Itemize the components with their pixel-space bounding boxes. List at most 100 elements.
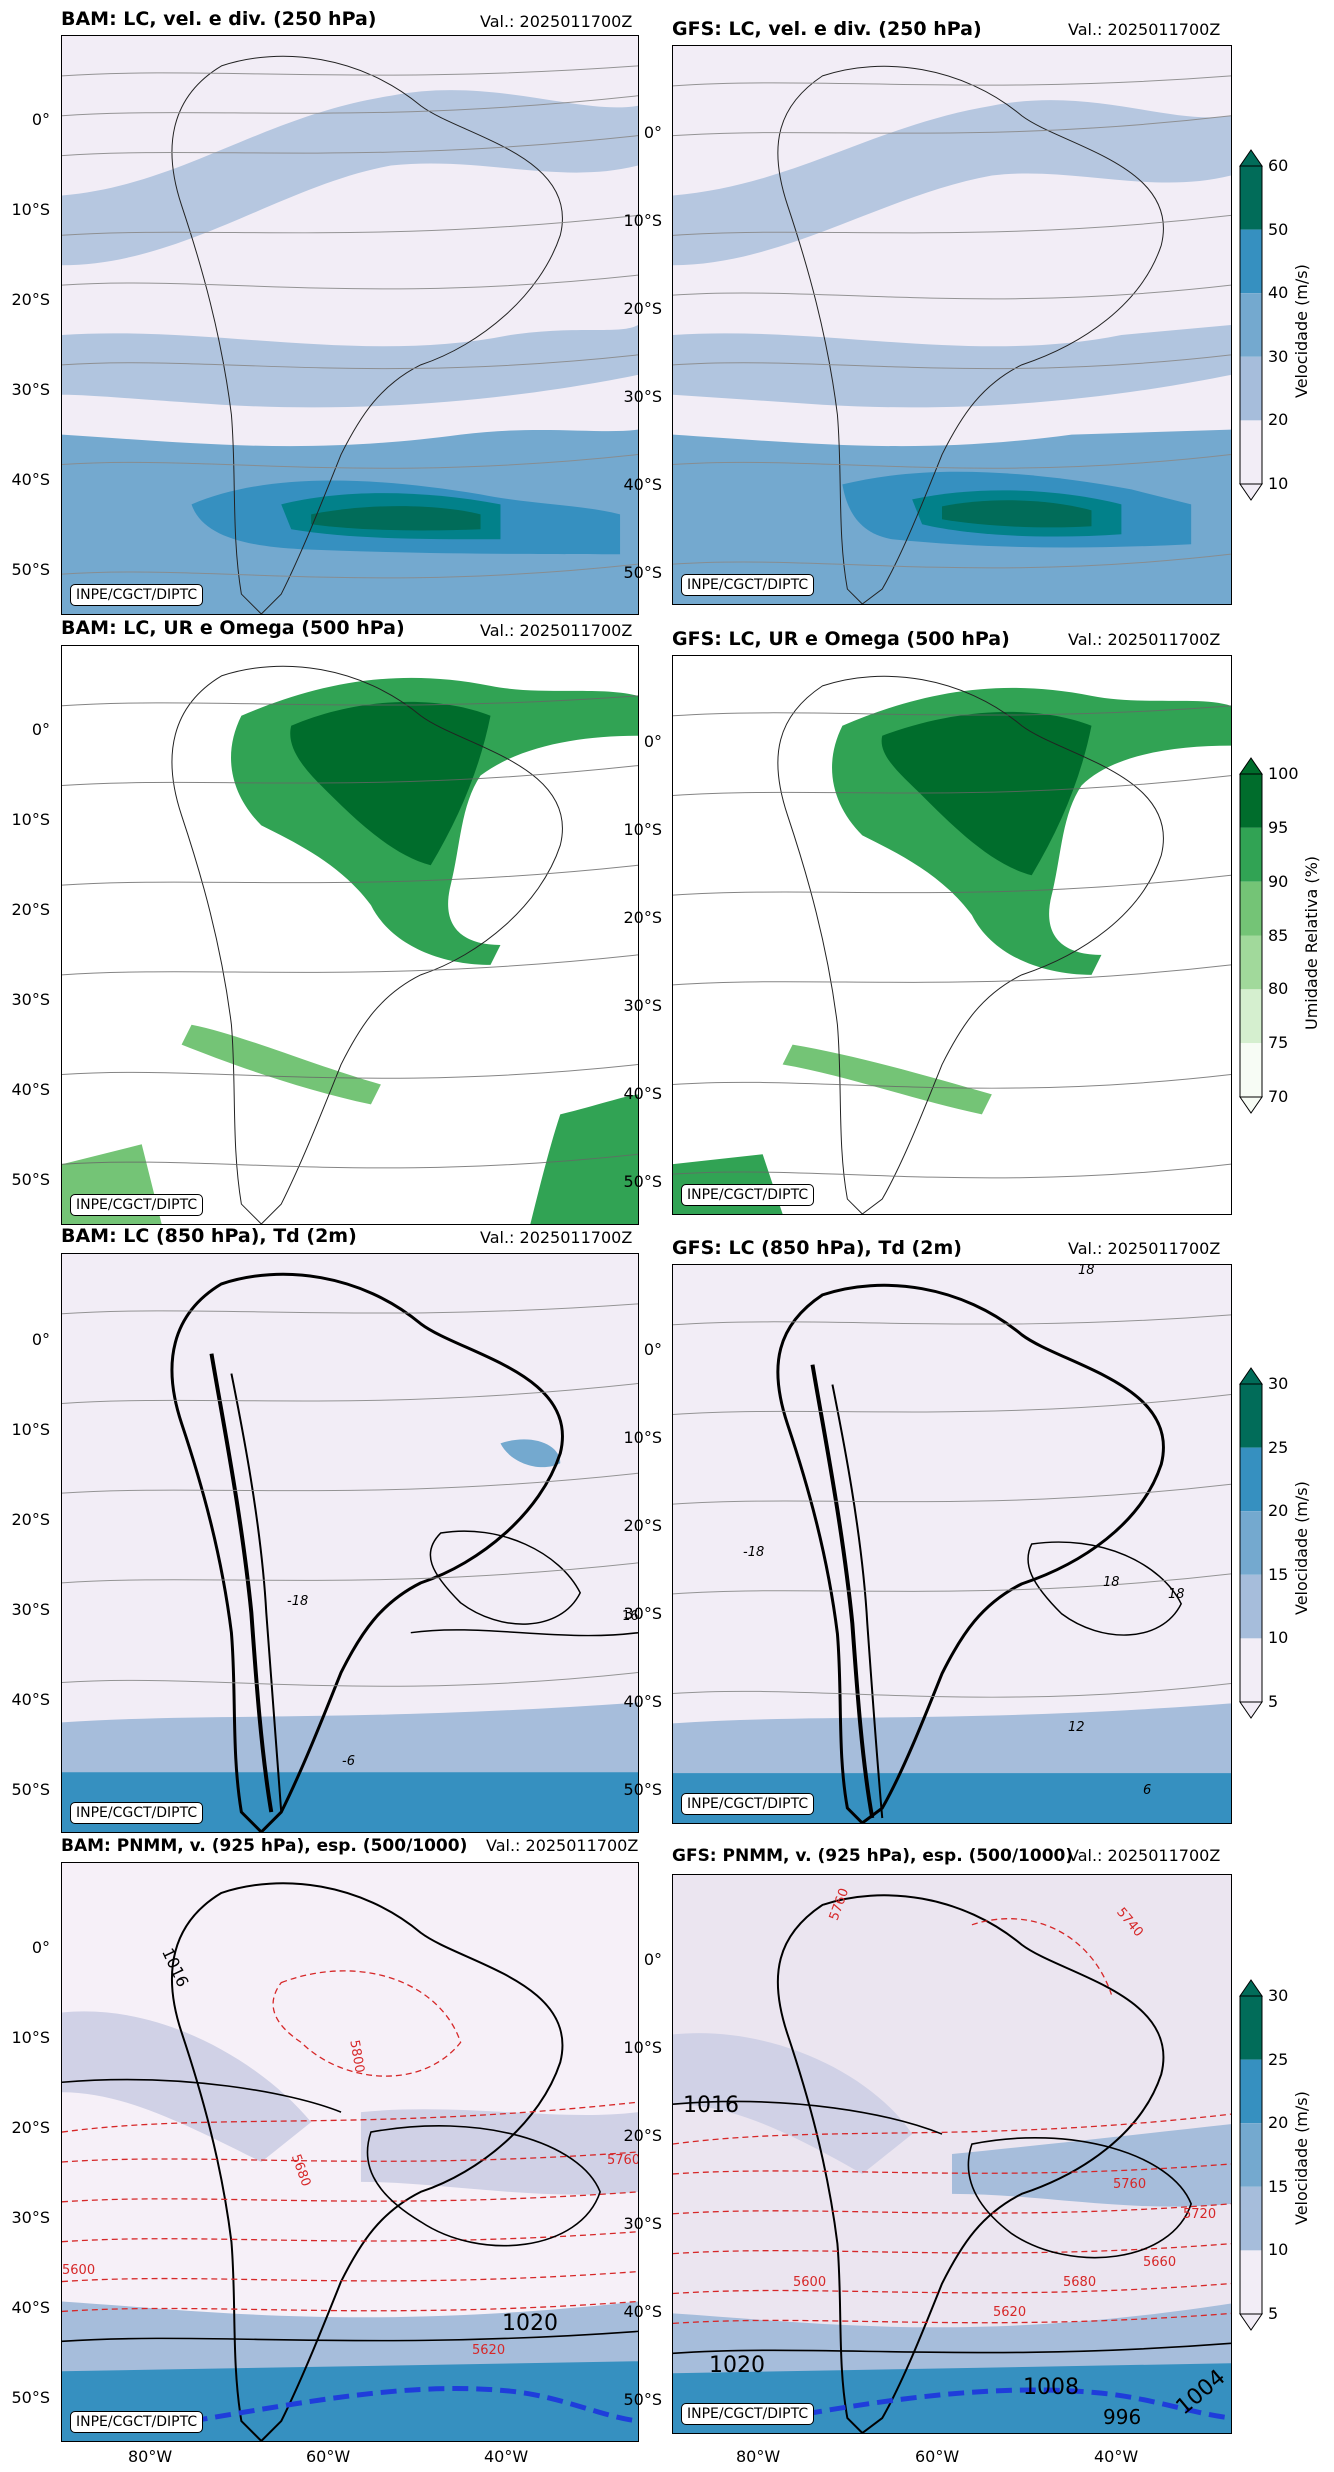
jet-band: [673, 325, 1231, 408]
colorbar-segment: [1240, 1574, 1262, 1639]
lon-label-60w: 60°W: [915, 2447, 960, 2466]
contour-label: -18: [743, 1545, 765, 1560]
map-r3-gfs: 18 -18 18 18 12 6 INPE/CGCT/DIPTC: [672, 1264, 1232, 1824]
colorbar-segment: [1240, 293, 1262, 357]
colorbar-svg: [1239, 149, 1263, 501]
credit-badge: INPE/CGCT/DIPTC: [70, 584, 204, 606]
map-r4-bam: 1016 5760 5800 5680 1020 5620 5600 INPE/…: [61, 1862, 639, 2442]
colorbar-outline: [1239, 1383, 1263, 1703]
valid-time-r4-gfs: Val.: 2025011700Z: [1068, 1846, 1221, 1865]
continent-outline: [171, 1882, 564, 2441]
lon-label-80w: 80°W: [128, 2447, 173, 2466]
colorbar-tick-label: 50: [1268, 219, 1289, 239]
panel-title-r3-gfs: GFS: LC (850 hPa), Td (2m): [672, 1237, 962, 1259]
valid-time-r2-bam: Val.: 2025011700Z: [480, 621, 633, 640]
lat-label: 30°S: [623, 387, 662, 406]
contour-label: 5660: [1143, 2255, 1177, 2270]
colorbar-tick-label: 80: [1268, 979, 1289, 999]
colorbar-tick-label: 100: [1268, 764, 1299, 783]
td-contour: [410, 1629, 638, 1637]
lon-label-60w: 60°W: [306, 2447, 351, 2466]
thickness-line: [191, 2386, 638, 2424]
colorbar-segment: [1240, 1043, 1262, 1097]
valid-time-r1-bam: Val.: 2025011700Z: [480, 12, 633, 31]
lat-label: 30°S: [11, 1600, 50, 1619]
lat-label: 10°S: [11, 2028, 50, 2047]
lat-label: 0°: [643, 1340, 662, 1359]
lat-label: 10°S: [11, 810, 50, 829]
colorbar-outline: [1239, 1995, 1263, 2315]
lat-label: 10°S: [11, 200, 50, 219]
lat-label: 30°S: [623, 2214, 662, 2233]
lat-label: 30°S: [11, 380, 50, 399]
thickness-line: [782, 2387, 1231, 2421]
contour-label: 18: [1168, 1587, 1185, 1602]
lat-label: 50°S: [11, 1170, 50, 1189]
td-contour: [810, 1364, 875, 1819]
credit-badge: INPE/CGCT/DIPTC: [681, 574, 815, 596]
colorbar-svg: [1239, 1979, 1263, 2331]
continent-outline: [777, 65, 1164, 604]
map-r3-bam: 16 -18 -6 INPE/CGCT/DIPTC: [61, 1253, 639, 1833]
jet-band: [62, 325, 638, 408]
jet-band: [673, 100, 1231, 266]
td-contour: [1027, 1541, 1183, 1636]
contour-label: 5760: [607, 2153, 639, 2168]
colorbar-tick-label: 40: [1268, 283, 1289, 303]
wind-speed-area: [500, 1439, 561, 1468]
valid-time-r4-bam: Val.: 2025011700Z: [486, 1836, 639, 1855]
colorbar-tick-label: 75: [1268, 1033, 1289, 1053]
td-contour: [209, 1353, 274, 1813]
map-r4-gfs: 1016 5760 5720 5680 5660 5740 5760 1020 …: [672, 1874, 1232, 2434]
lat-label: 40°S: [623, 1692, 662, 1711]
colorbar-segment: [1240, 881, 1262, 936]
lat-label: 0°: [643, 123, 662, 142]
colorbar-label: Velocidade (m/s): [1292, 2091, 1311, 2225]
colorbar-tick-label: 25: [1268, 2049, 1289, 2069]
lat-label: 50°S: [623, 1780, 662, 1799]
colorbar-extend-top: [1239, 1979, 1263, 1997]
td-contour: [429, 1530, 582, 1625]
lat-label: 50°S: [623, 1172, 662, 1191]
contour-label: 5680: [1063, 2275, 1097, 2290]
contour-label: 1020: [502, 2311, 558, 2336]
colorbar-tick-label: 10: [1268, 474, 1289, 493]
colorbar-outline: [1239, 773, 1263, 1098]
colorbar-svg: [1239, 757, 1263, 1114]
lat-label: 20°S: [11, 1510, 50, 1529]
colorbar-segment: [1240, 2059, 1262, 2124]
colorbar-segment: [1240, 229, 1262, 294]
lat-label: 30°S: [623, 996, 662, 1015]
contour-label: 18: [1103, 1575, 1120, 1590]
lat-label: 10°S: [623, 211, 662, 230]
lat-label: 40°S: [623, 475, 662, 494]
wind-speed-area: [62, 2011, 312, 2162]
lat-label: 0°: [643, 732, 662, 751]
colorbar-tick-label: 20: [1268, 2113, 1289, 2133]
map-r2-bam: INPE/CGCT/DIPTC: [61, 645, 639, 1225]
colorbar-tick-label: 60: [1268, 156, 1289, 175]
colorbar-label: Velocidade (m/s): [1292, 1481, 1311, 1615]
colorbar-500-rh: [1239, 757, 1263, 1114]
contour-label: 6: [1143, 1783, 1152, 1798]
valid-time-r2-gfs: Val.: 2025011700Z: [1068, 630, 1221, 649]
colorbar-extend-top: [1239, 757, 1263, 775]
wind-speed-area: [952, 2124, 1231, 2207]
colorbar-tick-label: 10: [1268, 1628, 1289, 1648]
contour-label: 5760: [1113, 2177, 1147, 2192]
panel-title-r1-gfs: GFS: LC, vel. e div. (250 hPa): [672, 18, 982, 40]
panel-title-r4-bam: BAM: PNMM, v. (925 hPa), esp. (500/1000): [61, 1836, 468, 1856]
lon-label-40w: 40°W: [484, 2447, 529, 2466]
map-r2-gfs: INPE/CGCT/DIPTC: [672, 655, 1232, 1215]
colorbar-tick-label: 10: [1268, 2240, 1289, 2260]
contour-label: -6: [342, 1754, 355, 1769]
lat-label: 20°S: [11, 2118, 50, 2137]
contour-label: 5600: [793, 2275, 827, 2290]
colorbar-tick-label: 15: [1268, 2176, 1289, 2196]
colorbar-segment: [1240, 2123, 1262, 2187]
contour-label: 12: [1068, 1720, 1085, 1735]
colorbar-outline: [1239, 165, 1263, 485]
colorbar-tick-label: 30: [1268, 1986, 1289, 2005]
lat-label: 30°S: [623, 1604, 662, 1623]
lon-label-40w: 40°W: [1094, 2447, 1139, 2466]
